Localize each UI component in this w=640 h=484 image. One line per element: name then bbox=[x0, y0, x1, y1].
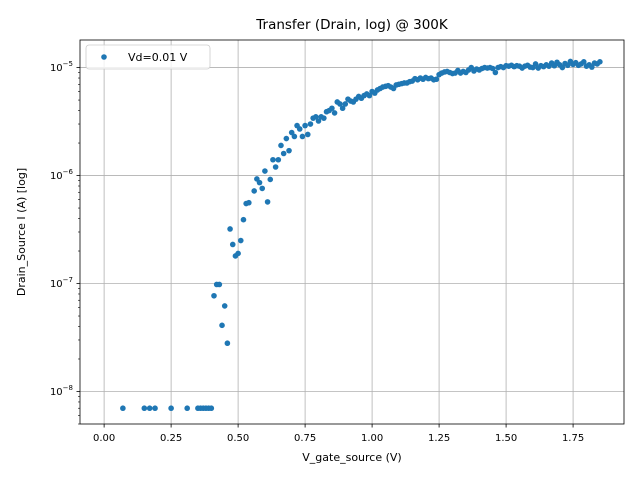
axis-ticks: 0.00 0.25 0.50 0.75 1.00 1.25 1.50 1.7510−810−7… bbox=[50, 60, 584, 444]
data-point bbox=[256, 179, 263, 186]
y-tick-label: 10−8 bbox=[50, 384, 73, 398]
data-point bbox=[272, 164, 279, 170]
data-point bbox=[216, 281, 223, 288]
data-point bbox=[120, 405, 126, 412]
x-tick-label: 0.75 bbox=[294, 433, 316, 444]
data-point bbox=[331, 110, 338, 116]
legend-box bbox=[85, 44, 211, 70]
data-point bbox=[219, 322, 225, 329]
data-point bbox=[235, 250, 241, 257]
data-point bbox=[262, 168, 268, 174]
x-tick-label: 0.00 bbox=[93, 433, 115, 444]
data-point bbox=[208, 405, 215, 412]
x-tick-label: 0.25 bbox=[160, 433, 182, 444]
data-point bbox=[278, 142, 284, 149]
data-point bbox=[280, 150, 287, 157]
x-tick-label: 1.50 bbox=[495, 433, 517, 444]
data-point bbox=[288, 129, 295, 136]
data-point bbox=[307, 121, 314, 127]
x-axis-label: V_gate_source (V) bbox=[302, 451, 401, 464]
data-point bbox=[240, 216, 247, 223]
data-point bbox=[299, 133, 306, 140]
data-point bbox=[275, 156, 282, 163]
y-tick-base: 10 bbox=[50, 387, 63, 398]
data-point bbox=[321, 115, 327, 121]
legend-entry: Vd=0.01 V bbox=[128, 51, 188, 64]
x-tick-label: 0.50 bbox=[227, 433, 249, 444]
data-point bbox=[489, 65, 496, 72]
y-tick-base: 10 bbox=[50, 279, 63, 290]
x-tick-label: 1.25 bbox=[428, 433, 450, 444]
data-point bbox=[492, 69, 499, 76]
data-point bbox=[559, 64, 566, 71]
data-point bbox=[313, 113, 319, 120]
data-point bbox=[227, 226, 233, 232]
data-point bbox=[302, 122, 308, 129]
y-tick-exponent: −6 bbox=[63, 168, 74, 176]
data-point bbox=[221, 303, 228, 309]
x-tick-label: 1.00 bbox=[361, 433, 383, 444]
y-tick-label: 10−6 bbox=[50, 168, 74, 182]
data-point bbox=[168, 405, 174, 412]
legend: Vd=0.01 V bbox=[85, 44, 211, 70]
chart-title: Transfer (Drain, log) @ 300K bbox=[255, 17, 449, 33]
data-point bbox=[315, 118, 322, 124]
data-point bbox=[532, 61, 539, 67]
data-point bbox=[589, 64, 595, 70]
y-axis-label: Drain_Source I (A) [log] bbox=[15, 168, 28, 296]
data-point bbox=[339, 105, 346, 112]
data-point bbox=[291, 133, 298, 140]
data-point bbox=[270, 156, 276, 163]
data-point bbox=[329, 105, 335, 112]
data-point bbox=[597, 59, 603, 65]
data-point bbox=[304, 131, 311, 138]
y-tick-base: 10 bbox=[50, 63, 63, 74]
data-point bbox=[337, 101, 343, 107]
data-point bbox=[366, 92, 373, 99]
data-point bbox=[152, 405, 158, 412]
data-point bbox=[141, 405, 148, 412]
data-point bbox=[581, 59, 587, 65]
data-point bbox=[433, 76, 440, 83]
y-tick-exponent: −5 bbox=[63, 60, 73, 68]
data-point bbox=[283, 135, 290, 142]
data-point bbox=[224, 340, 231, 347]
data-point bbox=[237, 237, 244, 244]
data-point bbox=[229, 241, 236, 248]
data-point bbox=[264, 199, 271, 205]
data-point bbox=[286, 147, 292, 154]
y-tick-exponent: −7 bbox=[63, 276, 73, 284]
data-point bbox=[259, 185, 266, 192]
data-point bbox=[184, 405, 190, 412]
data-points bbox=[120, 58, 603, 412]
data-point bbox=[246, 199, 252, 206]
y-tick-base: 10 bbox=[50, 171, 63, 182]
x-tick-label: 1.75 bbox=[562, 433, 584, 444]
data-point bbox=[267, 176, 274, 183]
data-point bbox=[146, 405, 153, 412]
y-tick-label: 10−7 bbox=[50, 276, 73, 290]
data-point bbox=[296, 126, 303, 132]
y-tick-label: 10−5 bbox=[50, 60, 73, 74]
y-tick-exponent: −8 bbox=[63, 384, 73, 392]
data-point bbox=[342, 101, 349, 107]
data-point bbox=[251, 188, 257, 194]
data-point bbox=[211, 292, 217, 299]
plot-frame bbox=[79, 39, 625, 425]
legend-marker bbox=[101, 54, 107, 60]
